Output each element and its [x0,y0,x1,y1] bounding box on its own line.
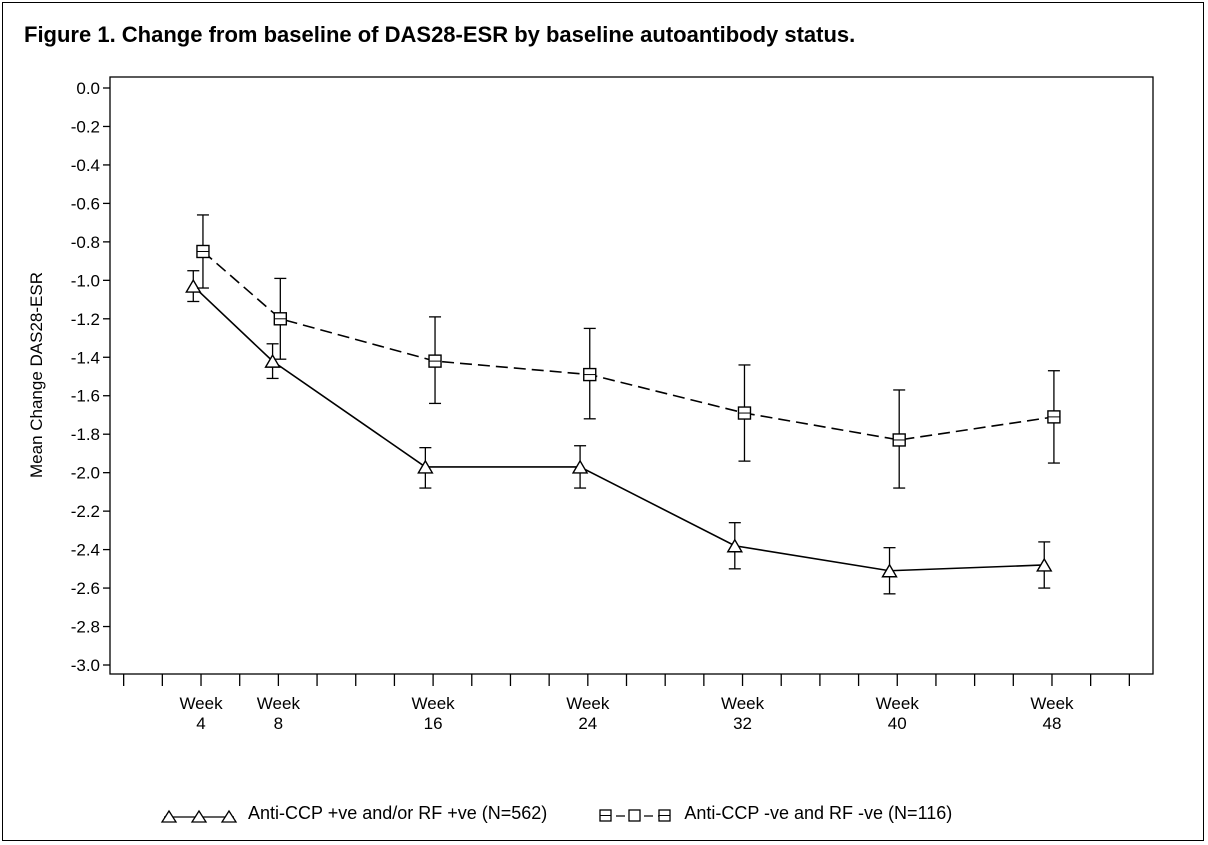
y-tick-label: -1.6 [71,387,100,406]
x-tick-label-number: 4 [196,714,205,733]
legend: Anti-CCP +ve and/or RF +ve (N=562) Anti-… [160,803,952,829]
legend-entry-series-2: Anti-CCP -ve and RF -ve (N=116) [598,803,952,824]
y-tick-label: -2.0 [71,464,100,483]
x-tick-label-week: Week [412,694,456,713]
series-line [202,250,1055,441]
plot-area-frame [109,76,1154,675]
data-point-triangle [1036,557,1053,572]
data-point-triangle [417,459,434,474]
legend-label-series-1: Anti-CCP +ve and/or RF +ve (N=562) [248,803,548,823]
y-tick-label: -2.8 [71,618,100,637]
x-tick-label-number: 48 [1043,714,1062,733]
data-point-triangle [726,538,744,553]
x-tick-label-number: 16 [424,714,443,733]
x-tick-label-week: Week [257,694,301,713]
x-tick-label-number: 40 [888,714,907,733]
data-point-triangle [264,353,281,368]
legend-entry-series-1: Anti-CCP +ve and/or RF +ve (N=562) [160,803,547,824]
y-axis-label: Mean Change DAS28-ESR [27,272,46,478]
x-tick-label-week: Week [1030,694,1074,713]
data-point-triangle [571,459,589,474]
y-tick-label: 0.0 [76,79,100,98]
y-tick-label: -0.8 [71,233,100,252]
legend-swatch-triangle-solid [160,809,238,823]
y-tick-label: -2.2 [71,502,100,521]
y-tick-label: -0.4 [71,156,100,175]
x-tick-label-number: 24 [578,714,597,733]
x-tick-label-week: Week [566,694,610,713]
x-tick-label-week: Week [721,694,765,713]
y-tick-label: -1.0 [71,271,100,290]
y-tick-label: -1.8 [71,425,100,444]
series-2 [196,214,1061,489]
y-tick-label: -1.4 [71,348,100,367]
y-tick-label: -1.2 [71,310,100,329]
x-tick-label-number: 32 [733,714,752,733]
x-tick-label-week: Week [876,694,920,713]
series-line [192,285,1045,572]
x-tick-label-week: Week [179,694,223,713]
x-tick-label-number: 8 [274,714,283,733]
y-tick-label: -2.6 [71,579,100,598]
data-point-triangle [881,563,898,578]
y-axis: 0.0 -0.2 -0.4 -0.6 -0.8 -1.0 -1.2 -1.4 -1.6 -1.8 -… [71,79,110,675]
series-layer [185,214,1061,595]
legend-swatch-square-dashed [599,808,671,822]
y-tick-label: -3.0 [71,656,100,675]
y-tick-label: -0.2 [71,117,100,136]
data-point-triangle [185,278,202,293]
figure-title: Figure 1. Change from baseline of DAS28-… [24,22,856,47]
y-tick-label: -2.4 [71,541,100,560]
series-1 [185,270,1053,595]
legend-label-series-2: Anti-CCP -ve and RF -ve (N=116) [684,803,953,823]
y-tick-label: -0.6 [71,194,100,213]
